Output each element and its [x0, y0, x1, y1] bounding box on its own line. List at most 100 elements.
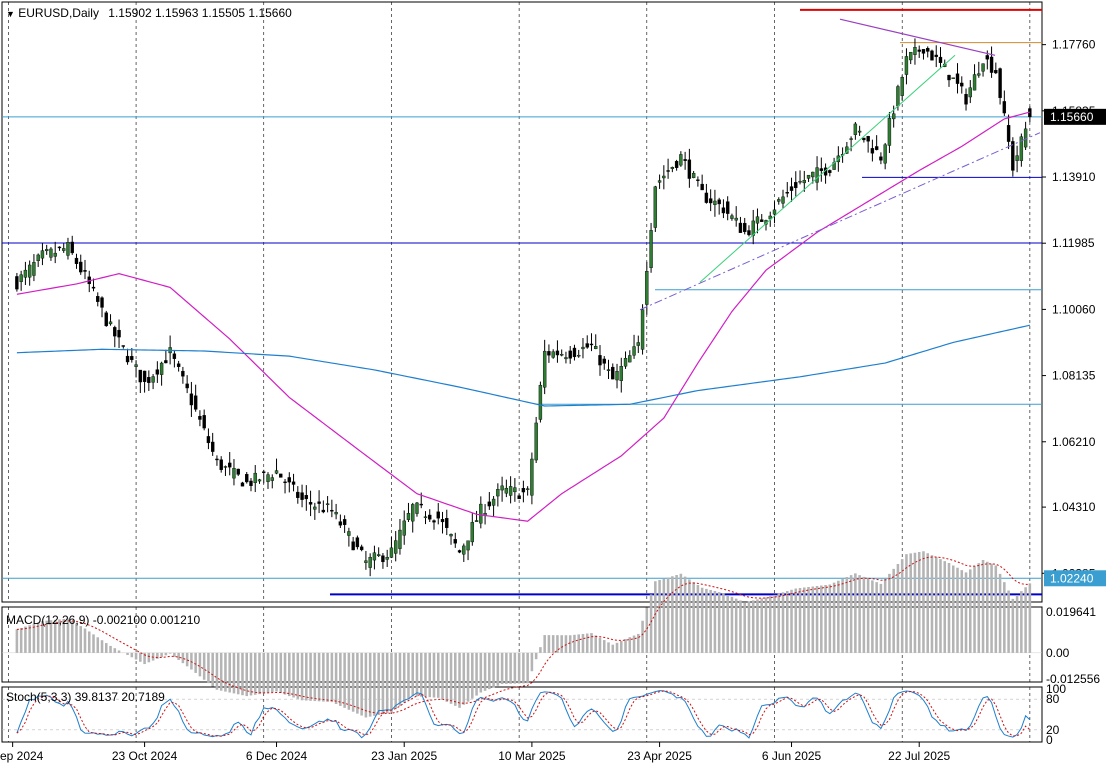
candle-body [219, 459, 223, 470]
candle [708, 189, 713, 212]
candle-body [598, 355, 602, 366]
candle [147, 370, 151, 391]
candle [883, 142, 887, 170]
candle-body [359, 546, 364, 551]
candle-body [15, 276, 19, 290]
candle-body [117, 329, 121, 338]
candle-body [453, 539, 457, 544]
candle [436, 503, 440, 525]
candle [291, 473, 296, 492]
candle-body [811, 171, 815, 178]
candle-body [879, 156, 883, 161]
candle-body [568, 350, 572, 359]
candle-body [725, 201, 730, 214]
candle-body [449, 534, 453, 537]
candle-body [934, 54, 938, 57]
candle [653, 185, 658, 232]
candle [172, 350, 177, 368]
candle [240, 481, 245, 487]
candle-body [623, 358, 628, 367]
macd-axis-label: 0.019641 [1046, 605, 1096, 619]
candle-body [262, 471, 266, 473]
candle [394, 531, 398, 562]
candle [232, 459, 236, 486]
candle [926, 46, 930, 58]
candle [619, 357, 623, 393]
date-tick-label: 23 Apr 2025 [627, 749, 692, 763]
candle-body [436, 511, 440, 519]
candle [666, 158, 670, 179]
candle [777, 197, 781, 205]
candle-body [355, 537, 360, 548]
candle [66, 237, 70, 260]
candle [866, 135, 870, 153]
candle [611, 363, 615, 380]
candle-body [691, 172, 696, 178]
candle-body [236, 468, 240, 475]
candle-body [640, 309, 645, 350]
candle-body [747, 230, 751, 236]
candle-body [900, 77, 904, 96]
candle-body [245, 474, 249, 483]
candle-body [870, 148, 875, 154]
candle-body [270, 477, 274, 481]
candle-body [921, 49, 926, 54]
candle-body [819, 168, 824, 171]
candle-body [777, 199, 781, 202]
candle-body [351, 541, 355, 551]
candle [15, 272, 19, 292]
candle-body [730, 215, 734, 219]
candle [628, 350, 632, 363]
candle [645, 261, 649, 315]
main-pane [1, 1, 1043, 603]
candle-body [802, 179, 806, 184]
candle [376, 547, 381, 558]
price-tick-label: 1.06210 [1052, 435, 1096, 449]
candle-body [542, 350, 547, 388]
candle-body [40, 250, 45, 259]
candle [398, 519, 402, 555]
candle [691, 170, 696, 179]
candle-body [321, 509, 326, 513]
candles [15, 38, 1032, 577]
candle-body [806, 174, 811, 179]
candle-body [372, 552, 377, 561]
candle [781, 189, 785, 209]
candle [530, 452, 534, 505]
candle [870, 139, 875, 162]
date-tick-label: 23 Oct 2024 [112, 749, 178, 763]
candle [138, 369, 143, 394]
candle [274, 458, 279, 475]
candle [228, 451, 232, 476]
candle-body [917, 49, 921, 52]
candle [385, 549, 389, 567]
candle [23, 261, 28, 285]
candle [91, 278, 96, 292]
candle [223, 465, 228, 476]
candle-body [1006, 125, 1011, 142]
candle-body [760, 219, 764, 222]
candle-body [645, 271, 649, 305]
dropdown-triangle-icon[interactable]: ▼ [6, 9, 15, 19]
candle [538, 381, 543, 423]
candle [189, 381, 194, 417]
price-marker-label: 1.15660 [1050, 110, 1094, 124]
price-tick-label: 1.11985 [1052, 236, 1095, 250]
candle-body [215, 458, 219, 461]
candle [581, 338, 585, 359]
candle-body [249, 480, 253, 486]
candle [479, 496, 483, 529]
candle-body [130, 356, 134, 360]
candle [687, 148, 692, 188]
candle [913, 38, 917, 65]
candle [40, 242, 45, 266]
candle-body [530, 458, 534, 496]
candle [32, 254, 36, 282]
candle [121, 345, 125, 349]
candle [159, 361, 164, 386]
candle [411, 502, 415, 533]
candle-body [104, 312, 108, 327]
candle-body [79, 261, 83, 273]
